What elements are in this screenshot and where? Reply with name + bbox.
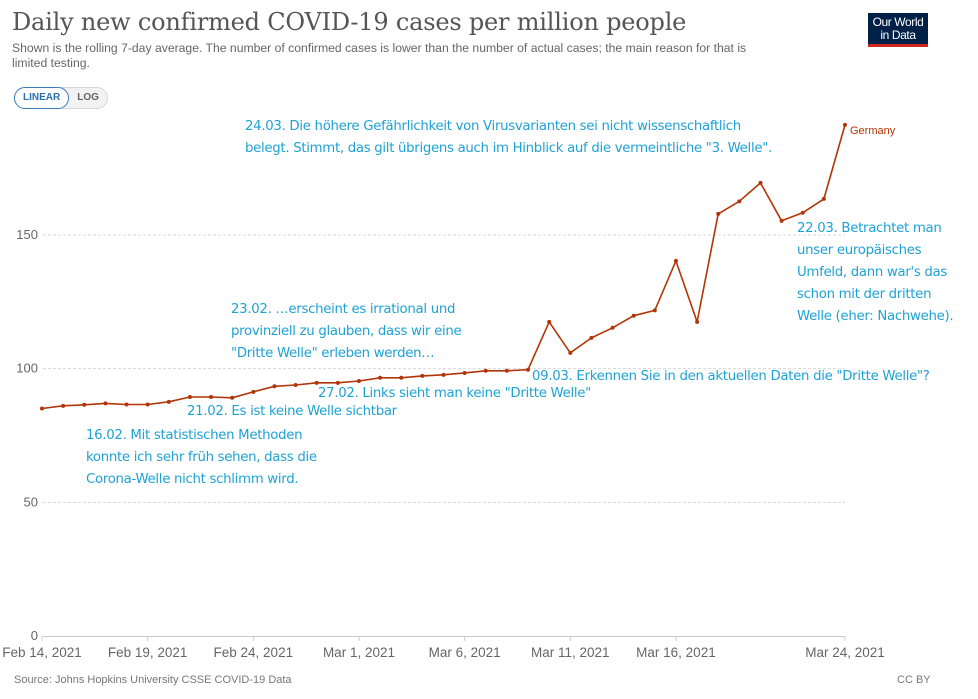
- annotation-line: 23.02. …erscheint es irrational und: [231, 302, 456, 317]
- data-point: [758, 180, 763, 185]
- series-germany: Germany: [40, 122, 896, 411]
- x-tick-label: Feb 24, 2021: [214, 645, 294, 660]
- linear-scale-button[interactable]: LINEAR: [14, 87, 70, 109]
- annotation-line: 27.02. Links sieht man keine "Dritte Wel…: [318, 386, 591, 401]
- data-point: [335, 380, 340, 385]
- data-point: [420, 373, 425, 378]
- data-point: [568, 350, 573, 355]
- annotation-27-02: 27.02. Links sieht man keine "Dritte Wel…: [318, 383, 591, 405]
- data-point: [103, 401, 108, 406]
- data-point: [209, 395, 214, 400]
- annotation-line: unser europäisches: [797, 243, 922, 258]
- annotation-line: Umfeld, dann war's das: [797, 265, 948, 280]
- data-point: [779, 218, 784, 223]
- data-point: [272, 384, 277, 389]
- license-link[interactable]: CC BY: [897, 674, 931, 686]
- y-tick-label: 150: [16, 227, 38, 242]
- data-point: [82, 402, 87, 407]
- data-point: [441, 372, 446, 377]
- data-point: [483, 368, 488, 373]
- data-point: [145, 402, 150, 407]
- logo-line-2: in Data: [880, 28, 916, 42]
- data-point: [631, 313, 636, 318]
- data-point: [230, 395, 235, 400]
- annotation-16-02: 16.02. Mit statistischen Methoden konnte…: [86, 425, 317, 491]
- annotation-line: 16.02. Mit statistischen Methoden: [86, 428, 303, 443]
- x-tick-label: Mar 11, 2021: [531, 645, 610, 660]
- data-point: [61, 403, 66, 408]
- annotation-24-03: 24.03. Die höhere Gefährlichkeit von Vir…: [245, 116, 772, 160]
- x-tick-label: Mar 1, 2021: [323, 645, 395, 660]
- x-tick-label: Mar 24, 2021: [805, 645, 885, 660]
- data-point: [652, 308, 657, 313]
- x-axis: Feb 14, 2021 Feb 19, 2021 Feb 24, 2021 Mar …: [2, 636, 885, 660]
- annotation-line: belegt. Stimmt, das gilt übrigens auch i…: [245, 141, 772, 156]
- annotation-line: Welle (eher: Nachwehe).: [797, 309, 954, 324]
- data-point: [356, 378, 361, 383]
- data-point: [526, 367, 531, 372]
- data-point: [314, 380, 319, 385]
- x-tick-label: Feb 14, 2021: [2, 645, 82, 660]
- data-point: [504, 368, 509, 373]
- annotation-23-02: 23.02. …erscheint es irrational und prov…: [231, 299, 462, 365]
- data-point: [547, 319, 552, 324]
- source-note[interactable]: Source: Johns Hopkins University CSSE CO…: [14, 674, 292, 686]
- y-tick-label: 0: [31, 628, 38, 643]
- annotation-line: 22.03. Betrachtet man: [797, 221, 942, 236]
- data-point: [124, 402, 129, 407]
- logo-line-1: Our World: [872, 15, 924, 29]
- annotation-line: 21.02. Es ist keine Welle sichtbar: [187, 404, 397, 419]
- data-point: [843, 122, 847, 127]
- data-point: [800, 210, 805, 215]
- annotation-line: schon mit der dritten: [797, 287, 932, 302]
- data-point: [821, 196, 826, 201]
- annotation-22-03: 22.03. Betrachtet man unser europäisches…: [797, 218, 954, 328]
- chart-title: Daily new confirmed COVID-19 cases per m…: [12, 8, 687, 36]
- annotation-21-02: 21.02. Es ist keine Welle sichtbar: [187, 401, 397, 423]
- data-point: [187, 395, 192, 400]
- annotation-line: 09.03. Erkennen Sie in den aktuellen Dat…: [532, 369, 930, 384]
- annotation-09-03: 09.03. Erkennen Sie in den aktuellen Dat…: [532, 366, 930, 388]
- data-point: [293, 382, 298, 387]
- gridlines: [43, 234, 845, 503]
- data-point: [610, 325, 615, 330]
- data-point: [251, 389, 256, 394]
- log-scale-button[interactable]: LOG: [77, 92, 99, 103]
- data-point: [40, 406, 44, 411]
- data-point: [589, 335, 594, 340]
- data-point: [673, 258, 678, 263]
- owid-logo[interactable]: Our World in Data: [868, 13, 928, 47]
- data-point: [399, 375, 404, 380]
- data-point: [166, 399, 171, 404]
- y-tick-label: 50: [24, 494, 38, 509]
- data-point: [695, 319, 700, 324]
- x-tick-label: Mar 16, 2021: [636, 645, 716, 660]
- annotation-line: provinziell zu glauben, dass wir eine: [231, 324, 462, 339]
- data-point: [737, 199, 742, 204]
- y-axis-ticks: 0 50 100 150: [16, 227, 38, 643]
- data-point: [378, 375, 383, 380]
- annotation-line: "Dritte Welle" erleben werden…: [231, 346, 435, 361]
- x-tick-label: Feb 19, 2021: [108, 645, 188, 660]
- x-tick-label: Mar 6, 2021: [429, 645, 501, 660]
- chart-subtitle: Shown is the rolling 7-day average. The …: [12, 41, 747, 70]
- data-point: [462, 370, 467, 375]
- scale-toggle: LINEAR LOG: [14, 87, 108, 109]
- annotation-line: 24.03. Die höhere Gefährlichkeit von Vir…: [245, 119, 741, 134]
- annotation-line: Corona-Welle nicht schlimm wird.: [86, 472, 299, 487]
- data-point: [716, 211, 721, 216]
- series-label-germany: Germany: [850, 125, 896, 137]
- y-tick-label: 100: [16, 361, 38, 376]
- annotation-line: konnte ich sehr früh sehen, dass die: [86, 450, 317, 465]
